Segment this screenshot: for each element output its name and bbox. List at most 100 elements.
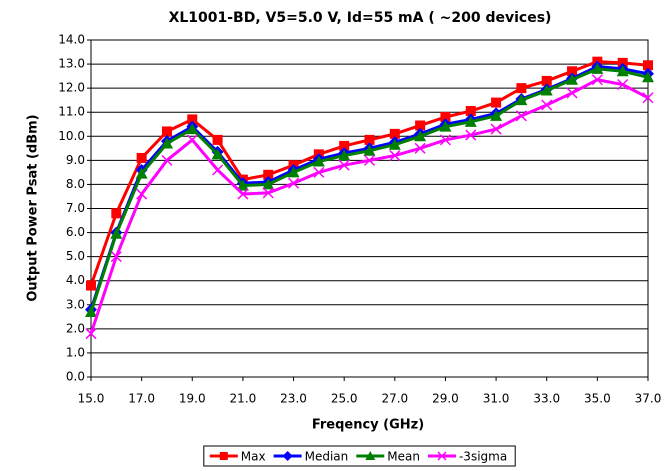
plot-area <box>90 39 649 378</box>
marker <box>437 451 447 461</box>
y-tick-label: 3.0 <box>66 297 85 311</box>
y-tick-label: 4.0 <box>66 273 85 287</box>
marker <box>187 114 198 125</box>
x-tick-label: 25.0 <box>331 392 358 406</box>
marker <box>339 140 350 151</box>
marker <box>338 149 351 161</box>
y-tick-label: 8.0 <box>66 177 85 191</box>
marker <box>186 134 198 146</box>
marker <box>364 134 375 145</box>
y-tick-label: 10.0 <box>58 129 85 143</box>
marker <box>388 138 401 150</box>
legend-label: Median <box>305 450 349 464</box>
marker <box>312 155 325 167</box>
marker <box>263 169 274 180</box>
marker <box>591 74 603 86</box>
marker <box>160 137 173 149</box>
marker <box>363 144 376 156</box>
marker <box>541 75 552 86</box>
legend-label: Mean <box>387 450 420 464</box>
marker <box>135 167 148 179</box>
legend-label: -3sigma <box>459 450 507 464</box>
marker <box>287 166 300 178</box>
marker <box>540 84 553 96</box>
marker <box>491 97 502 108</box>
marker <box>236 179 249 191</box>
y-tick-label: 13.0 <box>58 57 85 71</box>
y-tick-label: 0.0 <box>66 370 85 384</box>
marker <box>363 154 376 166</box>
legend-label: Max <box>241 450 266 464</box>
marker <box>439 134 451 146</box>
y-tick-label: 5.0 <box>66 249 85 263</box>
legend: Max Median Mean -3sigma <box>203 445 516 467</box>
marker <box>219 452 228 460</box>
marker <box>85 328 97 340</box>
marker <box>566 73 579 85</box>
x-tick-label: 35.0 <box>584 392 611 406</box>
marker <box>439 120 452 132</box>
marker <box>136 188 148 200</box>
marker <box>85 306 97 318</box>
marker <box>338 159 350 171</box>
x-tick-label: 29.0 <box>432 392 459 406</box>
y-tick-label: 2.0 <box>66 321 85 335</box>
marker <box>86 280 96 291</box>
marker <box>567 66 578 77</box>
marker <box>516 83 527 94</box>
x-axis-label: Freqency (GHz) <box>312 418 424 433</box>
marker <box>616 65 629 77</box>
x-tick-label: 31.0 <box>483 392 510 406</box>
marker <box>389 128 400 139</box>
marker <box>566 87 578 99</box>
marker <box>591 62 604 74</box>
marker <box>515 110 527 122</box>
marker <box>415 120 426 131</box>
marker <box>389 150 401 162</box>
y-axis-label: Output Power Psat (dBm) <box>26 114 41 301</box>
x-tick-label: 23.0 <box>280 392 307 406</box>
marker <box>365 451 376 460</box>
x-tick-label: 21.0 <box>230 392 257 406</box>
marker <box>136 152 147 163</box>
y-tick-label: 9.0 <box>66 153 85 167</box>
marker <box>414 142 426 154</box>
marker <box>464 115 477 127</box>
marker <box>465 129 477 141</box>
x-tick-label: 33.0 <box>533 392 560 406</box>
marker <box>110 251 122 263</box>
marker <box>440 112 451 123</box>
marker <box>237 188 249 200</box>
x-tick-label: 19.0 <box>179 392 206 406</box>
marker <box>110 227 123 239</box>
chart-title: XL1001-BD, V5=5.0 V, Id=55 mA ( ~200 dev… <box>169 10 552 26</box>
marker <box>414 130 427 142</box>
series-line <box>89 67 649 313</box>
marker <box>212 134 223 145</box>
marker <box>541 99 553 111</box>
series-line <box>89 78 649 335</box>
marker <box>617 57 628 68</box>
marker <box>262 187 274 199</box>
x-tick-label: 15.0 <box>78 392 105 406</box>
x-tick-label: 27.0 <box>381 392 408 406</box>
marker <box>617 79 629 91</box>
marker <box>642 71 654 83</box>
marker <box>490 123 502 135</box>
marker <box>161 126 172 137</box>
marker <box>186 123 199 135</box>
marker <box>282 451 293 461</box>
marker <box>643 60 653 71</box>
marker <box>288 177 300 189</box>
marker <box>642 92 654 104</box>
y-tick-label: 11.0 <box>58 105 85 119</box>
marker <box>111 208 122 219</box>
marker <box>515 94 528 106</box>
y-tick-label: 12.0 <box>58 81 85 95</box>
marker <box>313 166 325 178</box>
y-tick-label: 7.0 <box>66 201 85 215</box>
marker <box>465 106 476 117</box>
marker <box>211 148 224 160</box>
y-tick-label: 6.0 <box>66 225 85 239</box>
